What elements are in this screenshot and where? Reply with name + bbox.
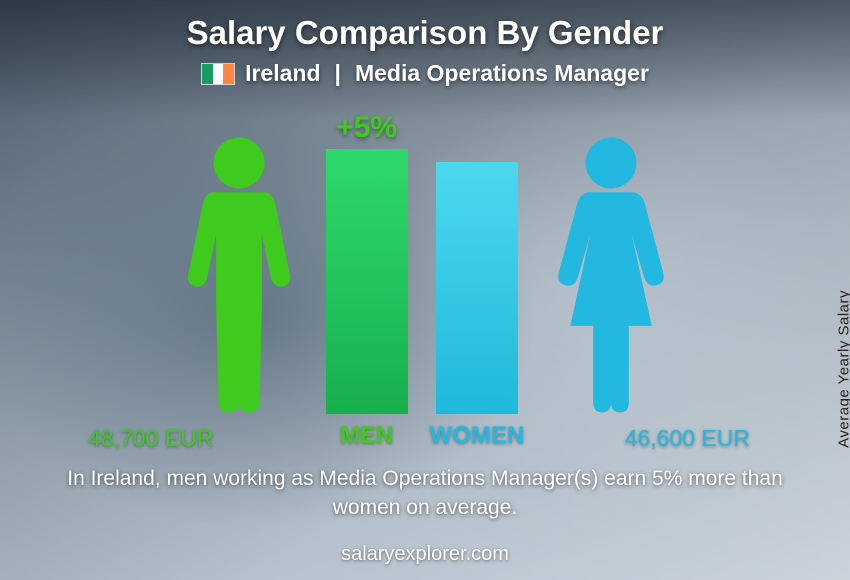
subtitle-row: Ireland | Media Operations Manager: [0, 60, 850, 87]
men-bar-label: MEN: [340, 422, 393, 450]
female-person-icon: [546, 135, 676, 415]
summary-text: In Ireland, men working as Media Operati…: [60, 465, 790, 522]
country-label: Ireland: [245, 60, 320, 87]
infographic-content: Salary Comparison By Gender Ireland | Me…: [0, 0, 850, 580]
women-bar-label: WOMEN: [430, 422, 525, 450]
women-bar: [436, 162, 518, 414]
job-title-label: Media Operations Manager: [355, 60, 649, 87]
source-attribution: salaryexplorer.com: [0, 543, 850, 566]
women-bar-group: WOMEN: [430, 105, 525, 450]
delta-label: +5%: [336, 111, 397, 145]
ireland-flag-icon: [201, 63, 235, 85]
separator: |: [335, 60, 341, 87]
men-bar: [326, 149, 408, 414]
men-bar-group: +5% MEN: [326, 105, 408, 450]
male-person-icon: [174, 135, 304, 415]
chart-area: +5% MEN WOMEN: [0, 105, 850, 450]
men-salary-value: 48,700 EUR: [88, 425, 213, 452]
women-salary-value: 46,600 EUR: [625, 425, 750, 452]
page-title: Salary Comparison By Gender: [0, 14, 850, 52]
